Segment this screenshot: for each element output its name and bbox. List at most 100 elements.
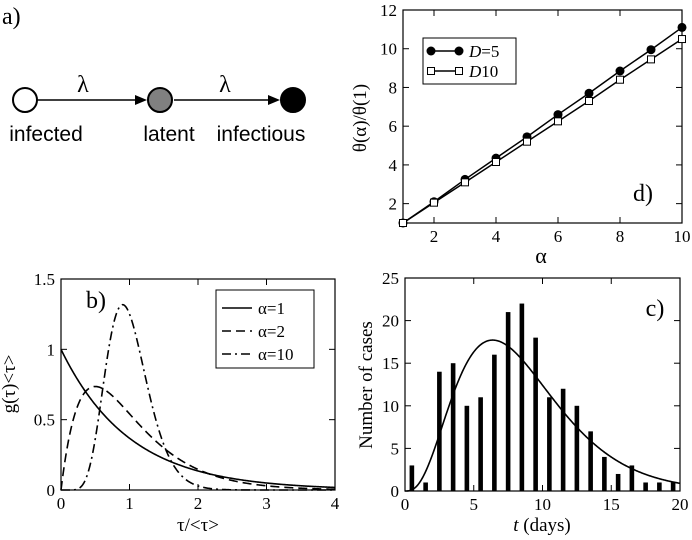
data-point-D=5: [677, 22, 687, 32]
legend-d10-label-rest: 10: [481, 62, 498, 81]
data-point-D10: [430, 198, 438, 207]
rate-label-2: λ: [219, 72, 231, 98]
panel-a-label: a): [2, 4, 21, 30]
bar: [505, 312, 511, 491]
bar: [615, 473, 621, 491]
series-line-α=2: [60, 385, 336, 491]
arrow-1-head: [135, 95, 147, 105]
fit-curve: [405, 339, 681, 492]
panel-b-xtick-label: 4: [331, 494, 340, 513]
bar: [657, 482, 662, 491]
panel-b-ylabel: g(τ)<τ>: [0, 355, 20, 414]
panel-d-lines: [402, 26, 683, 224]
bar: [409, 465, 415, 491]
panel-b-ytick-label: 1.5: [34, 270, 55, 289]
panel-d-ticks: 2 4 6 8 10 2 4 6 8 10 12: [380, 1, 691, 246]
infected-node: [12, 87, 38, 113]
panel-b-xtick-label: 0: [57, 494, 66, 513]
bar: [464, 405, 470, 491]
data-point-D10: [554, 117, 562, 126]
panel-c-xtick-label: 20: [672, 495, 689, 514]
panel-d-xtick-label: 2: [430, 227, 439, 246]
series-line-D=5: [402, 26, 683, 224]
bar: [533, 337, 538, 491]
panel-c-xtick-label: 15: [603, 495, 620, 514]
panel-d-xtick-label: 8: [616, 227, 625, 246]
panel-d-xtick-label: 10: [674, 227, 691, 246]
panel-d-ytick-label: 10: [380, 40, 397, 59]
bar: [437, 371, 442, 491]
bar: [450, 363, 456, 491]
bar: [478, 397, 483, 491]
legend-alpha2-label: α=2: [258, 322, 285, 341]
panel-c-xtick-label: 10: [534, 495, 551, 514]
panel-c-ytick-label: 10: [382, 397, 399, 416]
legend-d5-label: D=5: [468, 42, 499, 61]
bar: [643, 482, 648, 491]
panel-b-ytick-label: 0: [47, 481, 56, 500]
panel-b-label: b): [86, 288, 106, 314]
latent-node: [147, 87, 173, 113]
panel-c-curve-group: [405, 339, 681, 492]
bar: [602, 456, 607, 491]
panel-b-xtick-label: 3: [262, 494, 271, 513]
bar: [629, 465, 635, 491]
legend-d5-label-italic: D: [468, 42, 482, 61]
data-point-D10: [523, 137, 531, 146]
panel-b-xlabel: τ/<τ>: [177, 515, 219, 536]
legend-d10-marker-right: [455, 67, 463, 75]
panel-b-xtick-label: 2: [194, 494, 203, 513]
legend-d10-marker-left: [427, 67, 435, 75]
panel-c-xlabel-italic: t: [513, 515, 519, 536]
panel-c-xlabel-rest: (days): [519, 515, 571, 536]
panel-b-ytick-label: 1: [47, 340, 56, 359]
bar: [492, 354, 497, 491]
panel-b-legend-box: [215, 289, 315, 369]
panel-c-ylabel: Number of cases: [356, 321, 377, 449]
panel-b: 0 1 2 3 4 0 0.5 1 1.5 b) τ/<τ> g(τ)<τ> α=1 α=2 α…: [0, 270, 340, 536]
legend-d10-label-italic: D: [468, 62, 482, 81]
panel-c-ytick-label: 15: [382, 354, 399, 373]
panel-c-ytick-label: 5: [391, 439, 400, 458]
bar: [519, 303, 525, 491]
panel-d-ylabel: θ(α)/θ(1): [350, 84, 371, 152]
panel-b-xtick-label: 1: [125, 494, 134, 513]
panel-c: 0 5 10 15 20 0 5 10 15 20 25 c) t (days) Number of…: [356, 269, 689, 536]
data-point-D10: [492, 158, 500, 167]
panel-b-ticks: 0 1 2 3 4 0 0.5 1 1.5: [34, 270, 340, 513]
bar: [670, 482, 676, 491]
series-line-α=10: [61, 303, 335, 491]
panel-d-label: d): [633, 181, 653, 207]
bar: [588, 431, 593, 491]
legend-d5-marker-right: [454, 46, 464, 56]
infectious-label: infectious: [217, 123, 306, 146]
panel-b-ytick-label: 0.5: [34, 411, 55, 430]
data-point-D=5: [553, 110, 563, 120]
data-point-D=5: [646, 45, 656, 55]
data-point-D=5: [615, 66, 625, 76]
panel-d-xtick-label: 4: [492, 227, 501, 246]
panel-c-ytick-label: 25: [382, 269, 399, 288]
data-point-D10: [616, 75, 624, 84]
data-point-D10: [461, 178, 469, 187]
legend-d5-label-rest: =5: [481, 42, 499, 61]
legend-alpha1-label: α=1: [258, 299, 285, 318]
panel-d-xlabel: α: [535, 243, 547, 268]
panel-c-bars: [409, 303, 676, 491]
data-point-D10: [647, 55, 655, 64]
panel-d-ytick-label: 6: [389, 117, 398, 136]
panel-d-ytick-label: 12: [380, 1, 397, 20]
infected-label: infected: [9, 123, 83, 146]
bar: [547, 397, 552, 491]
bar: [560, 388, 566, 491]
series-line-α=1: [60, 348, 336, 489]
panel-d-xtick-label: 6: [554, 227, 563, 246]
bar: [423, 482, 428, 491]
panel-c-ticks: 0 5 10 15 20 0 5 10 15 20 25: [382, 269, 689, 514]
arrow-2-head: [268, 95, 280, 105]
panel-d-ytick-label: 4: [389, 156, 398, 175]
legend-alpha10-label: α=10: [258, 345, 294, 364]
panel-c-ytick-label: 0: [391, 482, 400, 501]
data-point-D=5: [584, 88, 594, 98]
